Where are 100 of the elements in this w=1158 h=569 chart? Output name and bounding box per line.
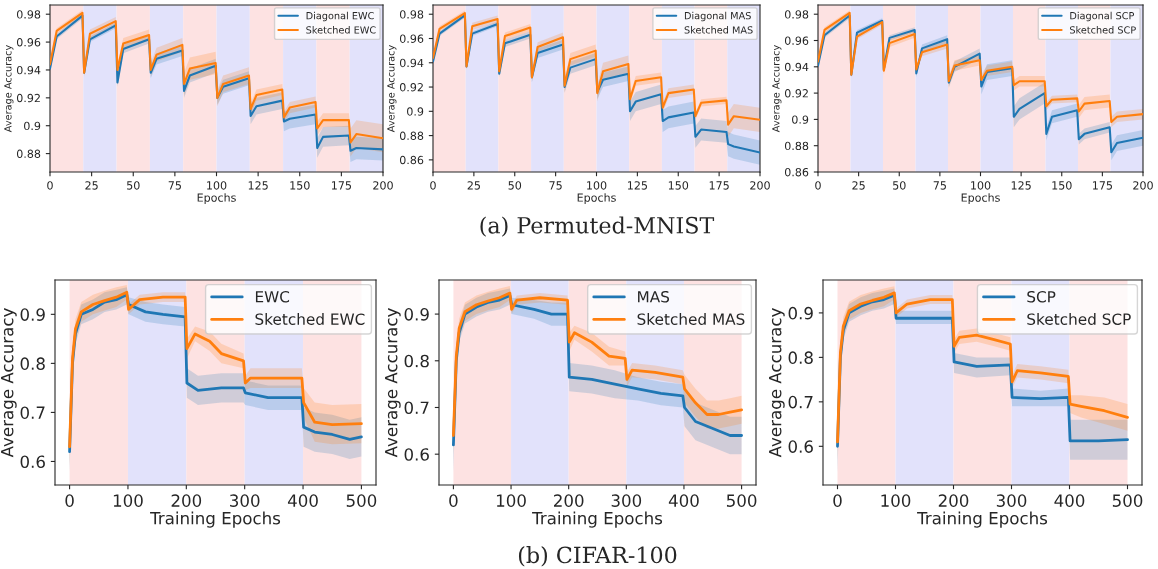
y-tick-label: 0.86	[399, 155, 424, 165]
y-tick-label: 0.92	[784, 89, 808, 98]
legend-label: Diagonal SCP	[1070, 11, 1135, 22]
x-tick-label: 0	[833, 494, 842, 507]
y-tick-label: 0.98	[16, 10, 41, 19]
y-tick-label: 0.9	[24, 121, 41, 131]
y-tick-label: 0.8	[404, 354, 429, 368]
x-tick-label: 0	[430, 181, 436, 190]
y-tick-label: 0.8	[20, 357, 45, 370]
y-axis-title: Average Accuracy	[387, 45, 397, 133]
legend-label: Diagonal EWC	[306, 11, 374, 22]
y-tick-label: 0.98	[784, 10, 809, 19]
y-tick-label: 0.96	[784, 36, 809, 45]
y-tick-label: 0.7	[788, 395, 813, 409]
x-tick-label: 400	[668, 494, 699, 507]
x-tick-label: 300	[230, 494, 260, 507]
y-tick-label: 0.88	[399, 131, 424, 140]
x-tick-label: 100	[587, 181, 607, 190]
x-tick-label: 100	[496, 494, 526, 507]
x-tick-label: 175	[709, 181, 729, 190]
y-tick-label: 0.9	[20, 308, 45, 321]
y-tick-label: 0.7	[404, 401, 429, 415]
y-tick-label: 0.96	[399, 34, 424, 43]
x-tick-label: 200	[171, 494, 202, 507]
x-axis-title: Epochs	[577, 193, 616, 204]
y-tick-label: 0.6	[20, 455, 45, 469]
x-tick-label: 150	[668, 181, 689, 190]
x-tick-label: 50	[127, 181, 140, 190]
x-tick-label: 200	[554, 494, 584, 507]
text: (b) CIFAR-100	[518, 546, 677, 567]
x-tick-label: 75	[168, 181, 181, 190]
x-tick-label: 50	[893, 181, 906, 190]
x-tick-label: 125	[1011, 181, 1031, 190]
x-axis-title: Training Epochs	[532, 511, 663, 528]
x-tick-label: 125	[248, 181, 268, 190]
x-tick-label: 500	[346, 494, 377, 507]
legend-label: Sketched EWC	[306, 26, 376, 34]
x-axis-title: Epochs	[197, 193, 236, 204]
y-tick-label: 0.94	[399, 58, 424, 68]
y-tick-label: 0.96	[16, 38, 41, 47]
x-tick-label: 125	[627, 181, 648, 190]
y-tick-label: 0.8	[788, 351, 813, 364]
y-tick-label: 0.9	[792, 115, 809, 124]
x-tick-label: 300	[996, 494, 1027, 507]
y-axis-title: Average Accuracy	[769, 308, 785, 458]
x-tick-label: 100	[207, 181, 227, 190]
x-tick-label: 400	[287, 494, 318, 507]
x-axis-title: Training Epochs	[150, 511, 281, 528]
x-tick-label: 100	[971, 181, 991, 190]
y-tick-label: 0.9	[407, 107, 424, 116]
y-axis-title: Average Accuracy	[4, 45, 14, 133]
y-tick-label: 0.6	[404, 448, 429, 461]
y-tick-label: 0.9	[404, 308, 429, 321]
y-axis-title: Average Accuracy	[385, 308, 401, 458]
y-axis-title: Average Accuracy	[772, 45, 782, 133]
legend-label: Sketched MAS	[637, 313, 745, 325]
x-tick-label: 25	[852, 181, 865, 190]
legend-label: EWC	[255, 290, 290, 303]
x-tick-label: 200	[1133, 181, 1153, 190]
x-tick-label: 200	[373, 181, 393, 190]
y-tick-label: 0.92	[16, 93, 40, 103]
x-tick-label: 0	[815, 181, 821, 190]
x-tick-label: 150	[1052, 181, 1072, 190]
legend-label: SCP	[1027, 290, 1056, 303]
x-axis-title: Epochs	[961, 193, 1000, 204]
y-tick-label: 0.92	[399, 83, 423, 92]
x-tick-label: 0	[449, 494, 458, 507]
legend-label: Sketched SCP	[1027, 313, 1131, 325]
x-tick-label: 175	[1092, 181, 1113, 190]
y-tick-label: 0.9	[788, 306, 813, 320]
x-tick-label: 100	[113, 494, 143, 507]
legend-label: Sketched MAS	[684, 26, 753, 34]
x-tick-label: 100	[881, 494, 911, 507]
x-tick-label: 500	[1112, 494, 1143, 507]
legend-label: Sketched SCP	[1070, 26, 1136, 34]
x-tick-label: 175	[331, 181, 352, 190]
x-tick-label: 200	[938, 494, 969, 507]
x-tick-label: 150	[290, 181, 310, 190]
y-tick-label: 0.88	[16, 149, 41, 158]
x-tick-label: 400	[1054, 494, 1085, 507]
y-axis-title: Average Accuracy	[1, 308, 17, 458]
y-tick-label: 0.94	[784, 62, 809, 72]
x-tick-label: 25	[85, 181, 98, 190]
x-tick-label: 0	[65, 494, 74, 507]
y-tick-label: 0.98	[399, 10, 424, 19]
x-tick-label: 0	[47, 181, 53, 190]
x-tick-label: 300	[611, 494, 642, 507]
y-tick-label: 0.6	[788, 440, 813, 453]
x-tick-label: 75	[549, 181, 562, 190]
text: (a) Permuted-MNIST	[480, 216, 715, 237]
y-tick-label: 0.94	[16, 65, 41, 75]
x-tick-label: 200	[750, 181, 770, 190]
y-tick-label: 0.7	[20, 406, 45, 419]
x-tick-label: 50	[508, 181, 522, 190]
x-tick-label: 500	[726, 494, 757, 507]
x-axis-title: Training Epochs	[917, 511, 1048, 528]
y-tick-label: 0.86	[784, 167, 809, 177]
x-tick-label: 25	[467, 181, 480, 190]
legend-label: MAS	[638, 290, 670, 303]
legend-label: Diagonal MAS	[684, 11, 751, 22]
